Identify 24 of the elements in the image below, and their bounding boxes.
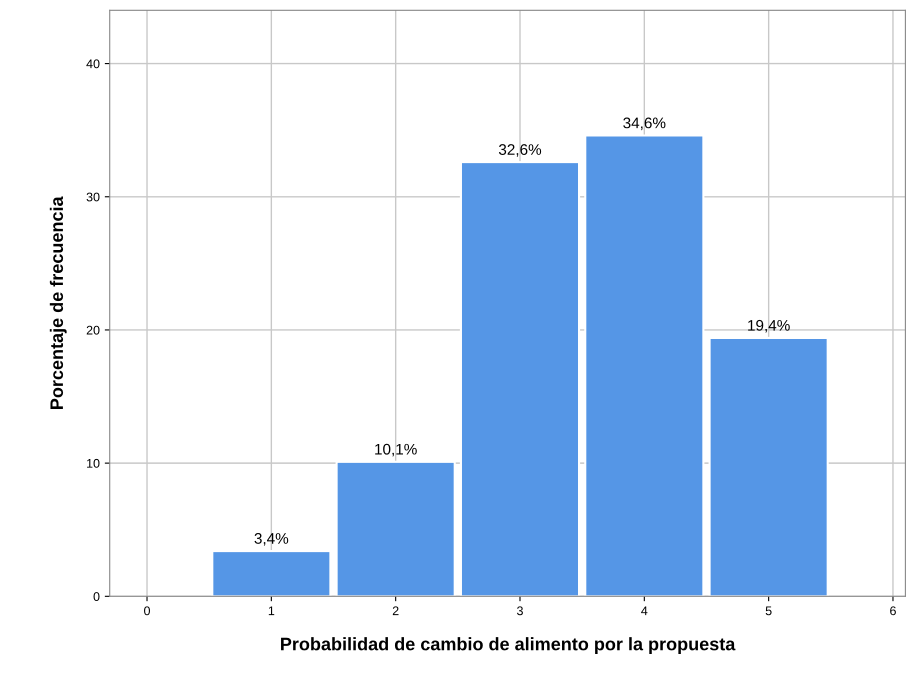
y-tick-label: 40: [86, 59, 100, 68]
y-tick-label: 0: [94, 592, 100, 601]
x-tick-label: 2: [392, 606, 399, 616]
bar: [584, 134, 704, 596]
x-tick-label: 3: [516, 606, 523, 616]
y-tick-label: 30: [86, 192, 100, 202]
bar: [708, 336, 829, 596]
data-label: 34,6%: [623, 117, 666, 130]
x-tick-label: 5: [766, 606, 772, 616]
x-axis-title: Probabilidad de cambio de alimento por la propuesta: [281, 637, 736, 654]
data-label: 10,1%: [375, 444, 417, 456]
y-tick-label: 20: [86, 326, 100, 335]
bar: [336, 460, 456, 596]
y-axis-title: Porcentaje de frecuencia: [50, 196, 67, 409]
x-tick-label: 6: [890, 606, 896, 616]
y-tick-label: 10: [87, 458, 100, 468]
bar: [211, 550, 332, 596]
data-label: 19,4%: [748, 320, 790, 333]
data-label: 3,4%: [254, 533, 288, 546]
x-tick-label: 0: [144, 606, 150, 616]
data-label: 32,6%: [498, 144, 542, 157]
bar: [460, 161, 580, 596]
x-tick-label: 4: [641, 606, 648, 616]
x-tick-label: 1: [268, 606, 274, 616]
